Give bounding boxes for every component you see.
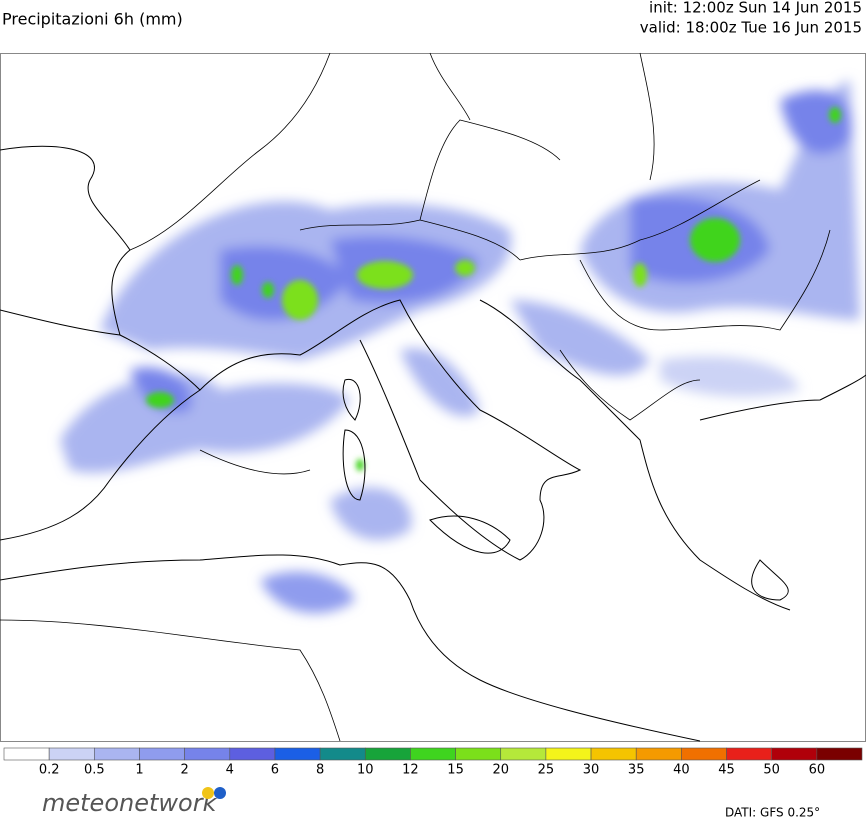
legend-swatch	[635, 747, 682, 761]
legend-label: 12	[402, 763, 419, 778]
logo-dot	[214, 787, 226, 799]
legend-swatch	[184, 747, 231, 761]
legend-label: 15	[447, 763, 464, 778]
valid-time: valid: 18:00z Tue 16 Jun 2015	[640, 19, 862, 37]
legend-label: 45	[718, 763, 735, 778]
legend-swatch	[500, 747, 547, 761]
legend-label: 60	[809, 763, 826, 778]
legend-label: 30	[583, 763, 600, 778]
logo-text: meteonetwork	[42, 789, 218, 817]
legend-label: 25	[538, 763, 555, 778]
map	[0, 52, 866, 742]
legend-swatch	[274, 747, 321, 761]
legend-swatch	[590, 747, 637, 761]
legend-label: 0.5	[84, 763, 105, 778]
legend-label: 40	[673, 763, 690, 778]
legend-swatch	[545, 747, 592, 761]
legend-label: 10	[357, 763, 374, 778]
legend-swatch	[455, 747, 502, 761]
legend-swatch	[3, 747, 50, 761]
legend-label: 6	[271, 763, 279, 778]
legend-swatch	[681, 747, 727, 761]
legend-label: 0.2	[39, 763, 60, 778]
legend-label: 2	[180, 763, 188, 778]
legend-swatch	[139, 747, 185, 761]
init-time: init: 12:00z Sun 14 Jun 2015	[649, 0, 862, 17]
legend-swatch	[816, 747, 863, 761]
legend-label: 1	[135, 763, 143, 778]
data-source: DATI: GFS 0.25°	[725, 806, 820, 819]
legend-swatch	[48, 747, 95, 761]
legend-label: 50	[763, 763, 780, 778]
legend-label: 4	[226, 763, 234, 778]
legend-swatch	[364, 747, 411, 761]
legend-label: 35	[628, 763, 645, 778]
legend-swatch	[319, 747, 366, 761]
legend-label: 20	[492, 763, 509, 778]
legend-swatch	[771, 747, 818, 761]
legend-swatch	[229, 747, 276, 761]
precipitation-cores	[146, 107, 841, 471]
legend: 0.2 0.5 1 2 4 6 8 10 12 15 20 25 30 35 40 45 50 60	[3, 747, 863, 778]
logo: meteonetwork	[42, 787, 226, 817]
logo-dot	[202, 787, 214, 799]
borders	[0, 52, 831, 742]
legend-label: 8	[316, 763, 324, 778]
coastlines	[0, 145, 866, 742]
title: Precipitazioni 6h (mm)	[2, 10, 183, 29]
legend-swatch	[410, 747, 456, 761]
legend-swatch	[94, 747, 140, 761]
precipitation-field	[60, 80, 860, 614]
legend-swatch	[726, 747, 772, 761]
